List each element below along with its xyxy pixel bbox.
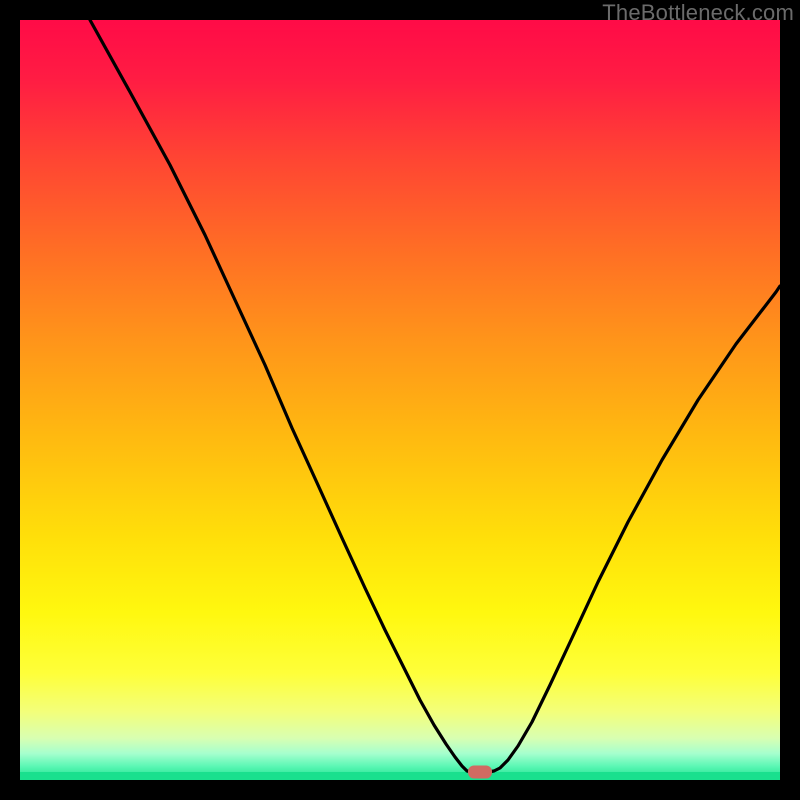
plot-area — [20, 20, 780, 780]
bottom-band — [20, 772, 780, 780]
chart-frame: TheBottleneck.com — [0, 0, 800, 800]
background-rect — [20, 20, 780, 780]
watermark-text: TheBottleneck.com — [602, 0, 794, 26]
optimal-marker — [468, 766, 492, 779]
plot-svg — [20, 20, 780, 780]
